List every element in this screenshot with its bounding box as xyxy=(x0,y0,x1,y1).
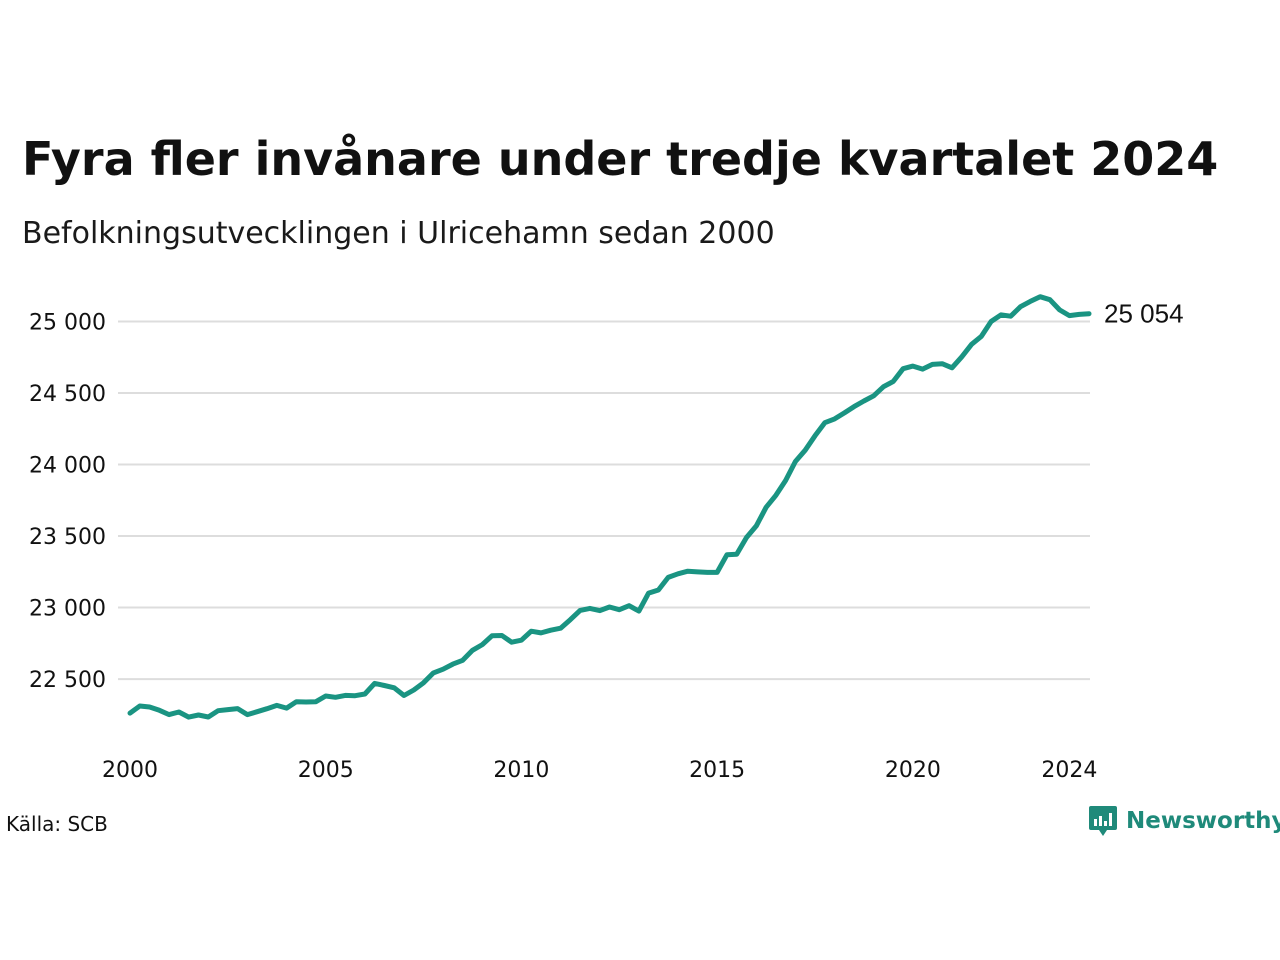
x-axis-ticks: 2000 2005 2010 2015 2020 2024 xyxy=(102,758,1097,783)
brand-logo: Newsworthy xyxy=(1088,804,1280,838)
brand-name: Newsworthy xyxy=(1126,808,1280,834)
end-value-label: 25 054 xyxy=(1104,299,1184,329)
x-tick-label: 2010 xyxy=(493,758,549,783)
series-line xyxy=(127,294,1092,720)
x-tick-label: 2020 xyxy=(885,758,941,783)
x-tick-label: 2024 xyxy=(1041,758,1097,783)
y-tick-label: 24 000 xyxy=(29,454,106,479)
x-tick-label: 2000 xyxy=(102,758,158,783)
y-tick-label: 25 000 xyxy=(29,310,106,335)
x-tick-label: 2015 xyxy=(689,758,745,783)
y-tick-label: 22 500 xyxy=(29,668,106,693)
source-note: Källa: SCB xyxy=(6,812,108,836)
y-axis-ticks: 22 500 23 000 23 500 24 000 24 500 25 000 xyxy=(29,310,106,693)
y-tick-label: 23 500 xyxy=(29,525,106,550)
y-tick-label: 23 000 xyxy=(29,597,106,622)
series-layer xyxy=(127,294,1092,720)
x-tick-label: 2005 xyxy=(298,758,354,783)
grid-lines xyxy=(118,320,1090,681)
chart-subtitle: Befolkningsutvecklingen i Ulricehamn sed… xyxy=(22,216,775,251)
newsworthy-logo-icon xyxy=(1089,806,1117,836)
y-tick-label: 24 500 xyxy=(29,382,106,407)
chart-title: Fyra fler invånare under tredje kvartale… xyxy=(22,132,1219,186)
